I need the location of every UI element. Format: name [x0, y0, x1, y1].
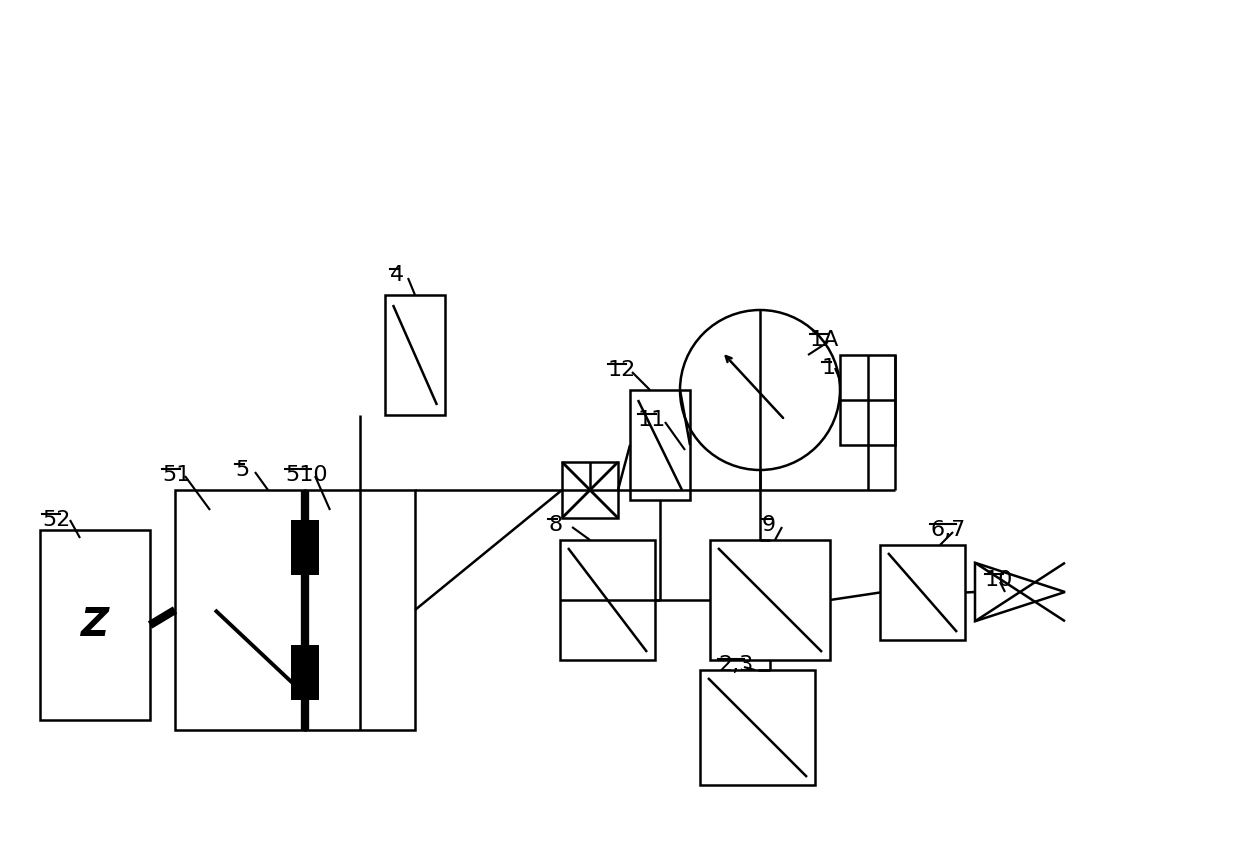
Bar: [880, 545, 965, 640]
Text: 51: 51: [162, 465, 191, 485]
Bar: [560, 540, 655, 660]
Bar: [40, 530, 150, 720]
Bar: [701, 670, 815, 785]
Text: 2,3: 2,3: [718, 655, 753, 675]
Bar: [384, 295, 445, 415]
Text: 9: 9: [763, 515, 776, 535]
Bar: [630, 390, 689, 500]
Text: 6,7: 6,7: [930, 520, 965, 540]
Text: 1: 1: [822, 358, 836, 378]
Text: 10: 10: [985, 570, 1013, 590]
Bar: [305, 490, 415, 730]
Text: 52: 52: [42, 510, 71, 530]
Text: Z: Z: [81, 606, 109, 644]
Bar: [711, 540, 830, 660]
Bar: [175, 490, 305, 730]
Bar: [291, 645, 319, 700]
Bar: [839, 355, 895, 445]
Text: 510: 510: [285, 465, 327, 485]
Text: 5: 5: [236, 460, 249, 480]
Text: 12: 12: [608, 360, 636, 380]
Text: 4: 4: [391, 265, 404, 285]
Bar: [562, 462, 618, 518]
Text: 8: 8: [548, 515, 562, 535]
Bar: [291, 520, 319, 575]
Text: 1A: 1A: [810, 330, 839, 350]
Text: 11: 11: [639, 410, 666, 430]
